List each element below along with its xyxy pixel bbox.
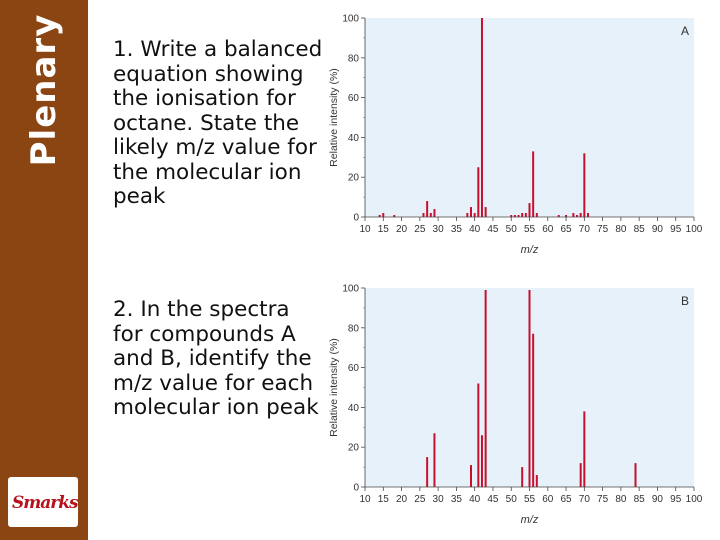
x-tick-label: 100 — [686, 494, 703, 505]
x-tick-label: 50 — [506, 224, 518, 235]
x-tick-label: 10 — [359, 224, 371, 235]
question-2: 2. In the spectra for compounds A and B,… — [113, 297, 319, 420]
x-tick-label: 55 — [524, 494, 536, 505]
x-tick-label: 100 — [686, 224, 703, 235]
x-tick-label: 85 — [634, 224, 646, 235]
smarks-logo: Smarks — [8, 477, 79, 527]
x-tick-label: 90 — [652, 224, 664, 235]
x-tick-label: 95 — [670, 224, 682, 235]
y-axis-label: Relative intensity (%) — [328, 68, 340, 167]
x-tick-label: 35 — [451, 224, 463, 235]
y-axis-label: Relative intensity (%) — [328, 338, 340, 437]
x-tick-label: 65 — [560, 224, 572, 235]
mass-spectrum-b: 0 20 40 60 80 100 10 15 20 25 30 35 40 45 50 55 60 65 70 75… — [328, 284, 703, 527]
y-tick-label: 20 — [348, 173, 360, 184]
x-tick-label: 10 — [359, 494, 371, 505]
x-tick-label: 45 — [487, 224, 499, 235]
x-axis-label: m/z — [521, 514, 539, 526]
y-tick-label: 60 — [348, 93, 360, 104]
x-tick-label: 90 — [652, 494, 664, 505]
y-tick-label: 100 — [342, 14, 359, 25]
sidebar-title: Plenary — [24, 13, 64, 167]
x-tick-label: 40 — [469, 224, 481, 235]
x-tick-label: 85 — [634, 494, 646, 505]
x-tick-label: 70 — [579, 494, 591, 505]
x-tick-label: 15 — [378, 494, 390, 505]
x-tick-label: 95 — [670, 494, 682, 505]
y-tick-label: 100 — [342, 284, 359, 295]
y-tick-label: 80 — [348, 53, 360, 64]
x-tick-label: 55 — [524, 224, 536, 235]
logo-text: Smarks — [12, 493, 79, 513]
x-tick-label: 45 — [487, 494, 499, 505]
mass-spectrum-a: 0 20 40 60 80 100 10 15 20 25 30 35 40 45 50 55 60 65 70 75… — [328, 14, 703, 257]
x-tick-label: 35 — [451, 494, 463, 505]
x-axis-label: m/z — [521, 244, 539, 256]
x-tick-label: 15 — [378, 224, 390, 235]
x-tick-label: 20 — [396, 494, 408, 505]
x-tick-label: 30 — [433, 494, 445, 505]
x-tick-label: 30 — [433, 224, 445, 235]
sidebar: Plenary Smarks — [0, 0, 88, 540]
x-tick-label: 70 — [579, 224, 591, 235]
x-tick-label: 75 — [597, 494, 609, 505]
plot-area — [365, 18, 694, 217]
x-tick-label: 40 — [469, 494, 481, 505]
x-tick-label: 80 — [615, 494, 627, 505]
x-tick-label: 25 — [414, 494, 426, 505]
y-tick-label: 80 — [348, 323, 360, 334]
y-tick-label: 60 — [348, 363, 360, 374]
x-tick-label: 60 — [542, 494, 554, 505]
x-tick-label: 75 — [597, 224, 609, 235]
x-tick-label: 60 — [542, 224, 554, 235]
y-tick-label: 40 — [348, 133, 360, 144]
x-tick-label: 50 — [506, 494, 518, 505]
x-tick-label: 65 — [560, 494, 572, 505]
x-tick-label: 20 — [396, 224, 408, 235]
y-tick-label: 0 — [353, 213, 359, 224]
y-tick-label: 20 — [348, 443, 360, 454]
y-tick-label: 40 — [348, 403, 360, 414]
y-tick-label: 0 — [353, 483, 359, 494]
spectrum-label: B — [681, 294, 689, 308]
spectrum-label: A — [681, 24, 689, 38]
x-tick-label: 25 — [414, 224, 426, 235]
x-tick-label: 80 — [615, 224, 627, 235]
question-1: 1. Write a balanced equation showing the… — [113, 37, 323, 209]
